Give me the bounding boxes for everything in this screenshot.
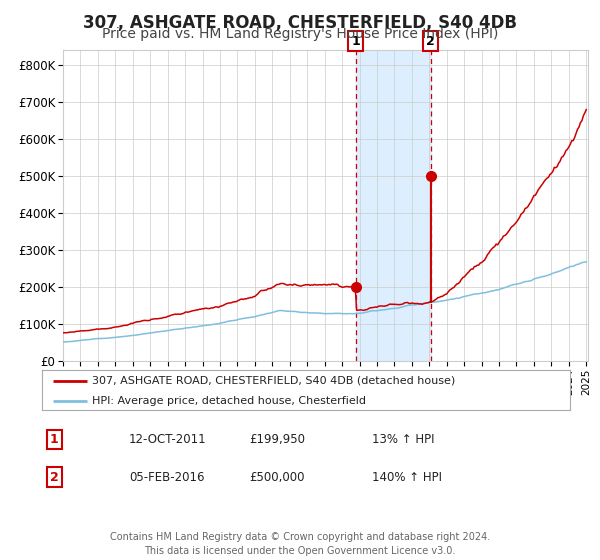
Text: £500,000: £500,000: [249, 470, 305, 484]
Text: 307, ASHGATE ROAD, CHESTERFIELD, S40 4DB: 307, ASHGATE ROAD, CHESTERFIELD, S40 4DB: [83, 14, 517, 32]
Text: £199,950: £199,950: [249, 433, 305, 446]
Text: HPI: Average price, detached house, Chesterfield: HPI: Average price, detached house, Ches…: [92, 396, 366, 406]
Text: 1: 1: [50, 433, 58, 446]
Text: Price paid vs. HM Land Registry's House Price Index (HPI): Price paid vs. HM Land Registry's House …: [102, 27, 498, 41]
Text: Contains HM Land Registry data © Crown copyright and database right 2024.
This d: Contains HM Land Registry data © Crown c…: [110, 533, 490, 556]
Bar: [356, 50, 431, 361]
Text: 1: 1: [352, 35, 360, 48]
Text: 2: 2: [427, 35, 435, 48]
Text: 307, ASHGATE ROAD, CHESTERFIELD, S40 4DB (detached house): 307, ASHGATE ROAD, CHESTERFIELD, S40 4DB…: [92, 376, 455, 386]
Text: 13% ↑ HPI: 13% ↑ HPI: [372, 433, 434, 446]
Text: 05-FEB-2016: 05-FEB-2016: [129, 470, 205, 484]
Text: 140% ↑ HPI: 140% ↑ HPI: [372, 470, 442, 484]
Text: 12-OCT-2011: 12-OCT-2011: [129, 433, 206, 446]
Text: 2: 2: [50, 470, 58, 484]
